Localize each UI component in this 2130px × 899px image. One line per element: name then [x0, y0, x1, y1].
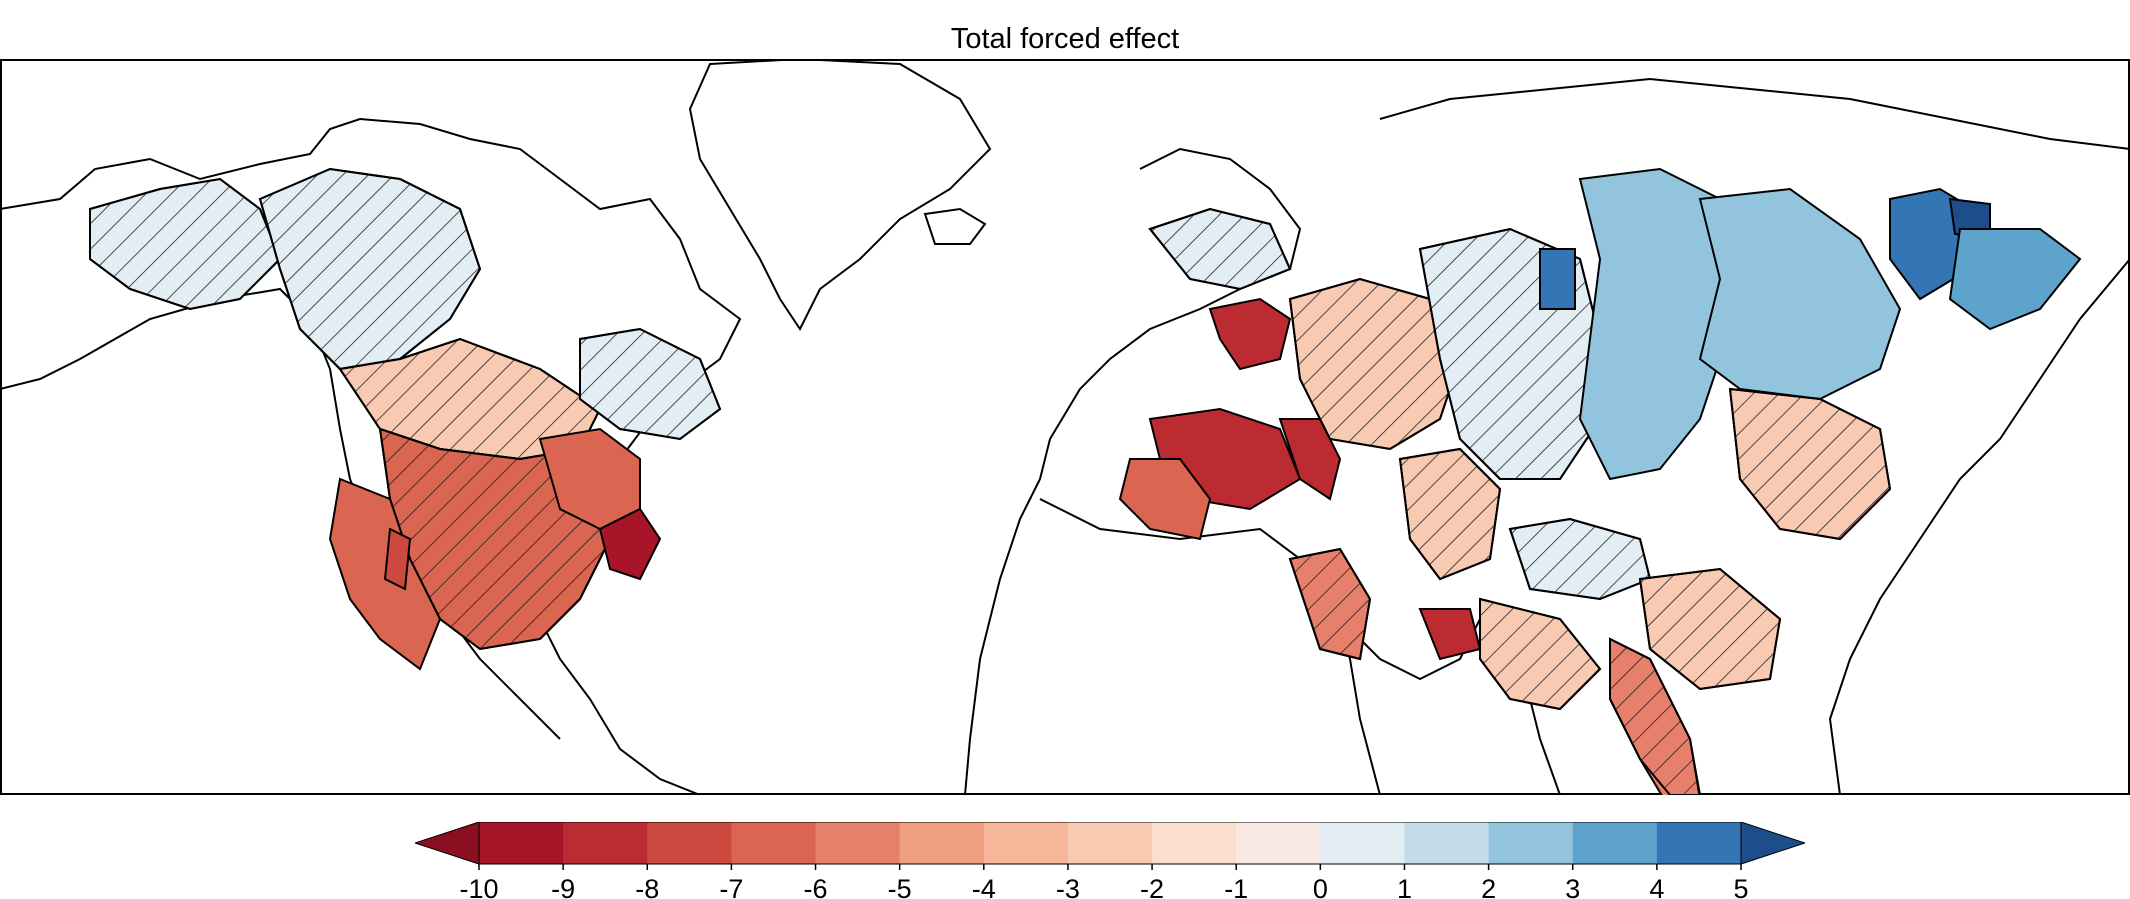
- colorbar-segment: [1488, 822, 1574, 864]
- colorbar-tick-label: -10: [459, 874, 498, 899]
- basin-mekong-hatch: [1609, 637, 1702, 795]
- basin-tigris-euphrates-hatch: [1288, 547, 1372, 661]
- colorbar-segment: [1320, 822, 1405, 864]
- colorbar-segment: [731, 822, 817, 864]
- colorbar-tick-label: -4: [972, 874, 996, 899]
- colorbar-extend-high: [1740, 822, 1805, 865]
- basin-mackenzie-hatch: [258, 167, 482, 371]
- colorbar-tick-label: -3: [1056, 874, 1080, 899]
- basin-anadyr: [1948, 228, 2082, 331]
- basin-aral-hatch: [1398, 447, 1502, 581]
- europe-coast: [964, 147, 1302, 795]
- colorbar-tick-label: -7: [719, 874, 743, 899]
- basin-volga-hatch: [1288, 277, 1462, 451]
- colorbar: -10 -9 -8 -7 -6 -5 -4 -3 -2 -1 0 1 2 3 4 5: [415, 822, 1805, 899]
- colorbar-tick-label: -1: [1224, 874, 1248, 899]
- basin-dnieper: [1278, 418, 1342, 501]
- basin-scandinavia-hatch: [1148, 207, 1292, 291]
- colorbar-tick-label: -9: [551, 874, 575, 899]
- colorbar-tick-label: 0: [1313, 874, 1328, 899]
- colorbar-segment: [815, 822, 901, 864]
- map-panel: [0, 59, 2130, 795]
- basins-north-america: [89, 167, 722, 671]
- greenland: [688, 59, 992, 331]
- basin-amur-hatch: [1728, 387, 1892, 541]
- colorbar-segment: [983, 822, 1069, 864]
- basin-indus-ganges-hatch: [1479, 597, 1602, 711]
- colorbar-segment: [899, 822, 985, 864]
- basin-atlantic-east: [598, 507, 662, 581]
- colorbar-segment: [563, 822, 648, 864]
- colorbar-segment: [1656, 822, 1742, 864]
- asia-east-coast: [1828, 258, 2130, 795]
- basin-yenisei: [1578, 167, 1742, 481]
- colorbar-tick-label: -5: [888, 874, 912, 899]
- basin-taz: [1539, 248, 1576, 310]
- colorbar-tick-label: 2: [1481, 874, 1496, 899]
- colorbar-tick-label: 3: [1565, 874, 1580, 899]
- basin-yangtze-hatch: [1638, 567, 1782, 691]
- basin-lena: [1698, 187, 1902, 401]
- iceland: [923, 207, 987, 245]
- colorbar-segment: [1152, 822, 1237, 864]
- colorbar-segment: [479, 822, 564, 864]
- colorbar-tick-label: 1: [1397, 874, 1412, 899]
- colorbar-tick-label: -8: [635, 874, 659, 899]
- map-title: Total forced effect: [950, 23, 1180, 55]
- colorbar-segment: [647, 822, 732, 864]
- colorbar-segment: [1404, 822, 1490, 864]
- colorbar-tick-label: 5: [1733, 874, 1748, 899]
- colorbar-tick-label: 4: [1649, 874, 1664, 899]
- colorbar-segment: [1572, 822, 1658, 864]
- basin-rhine: [1118, 458, 1212, 541]
- basin-canada-east-hatch: [579, 327, 722, 441]
- colorbar-tick-label: -2: [1140, 874, 1164, 899]
- colorbar-tick-label: -6: [804, 874, 828, 899]
- colorbar-segment: [1067, 822, 1153, 864]
- basins-eurasia: [1118, 167, 2082, 795]
- colorbar-segment: [1236, 822, 1321, 864]
- basin-neva: [1208, 297, 1292, 371]
- basin-great-basin: [383, 527, 412, 591]
- colorbar-outline: [478, 822, 1742, 865]
- asia-north-coast: [1379, 77, 2130, 150]
- basin-yukon-hatch: [89, 177, 282, 311]
- colorbar-extend-low: [415, 822, 480, 865]
